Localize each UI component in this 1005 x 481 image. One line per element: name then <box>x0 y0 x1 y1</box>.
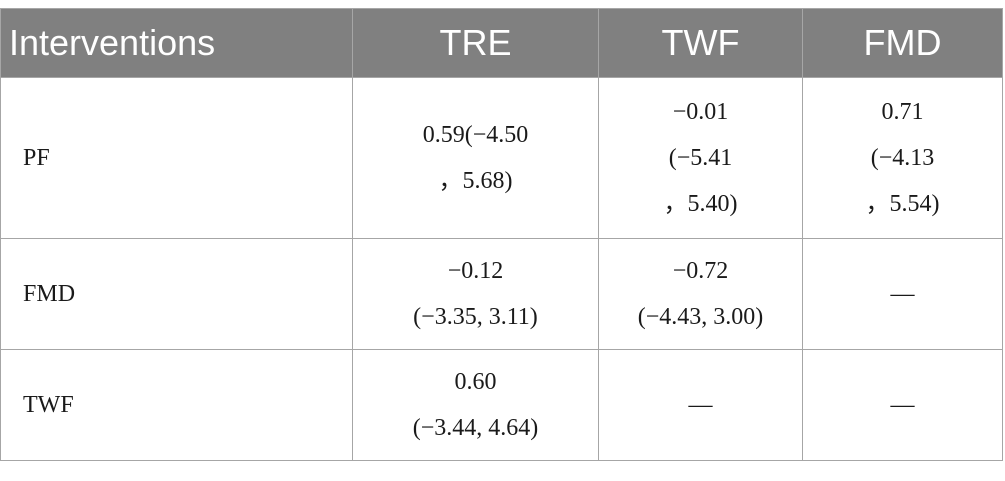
cell-line: ，5.54) <box>865 191 940 217</box>
cell-line: (−5.41 <box>668 145 733 171</box>
table-row: FMD −0.12 (−3.35, 3.11) −0.72 (−4.43, 3.… <box>0 238 1003 350</box>
cell-pf-fmd: 0.71 (−4.13 ，5.54) <box>802 77 1003 239</box>
cell-line: 0.60 <box>454 369 497 395</box>
column-header-twf: TWF <box>598 8 803 78</box>
cell-line: ，5.68) <box>438 168 513 194</box>
column-header-interventions: Interventions <box>0 8 353 78</box>
cell-line: 0.71 <box>881 99 924 125</box>
column-header-tre: TRE <box>352 8 599 78</box>
cell-pf-tre: 0.59(−4.50 ，5.68) <box>352 77 599 239</box>
cell-line: ，5.40) <box>663 191 738 217</box>
table-row: PF 0.59(−4.50 ，5.68) −0.01 (−5.41 ，5.40)… <box>0 77 1003 239</box>
cell-line: (−4.43, 3.00) <box>637 304 764 330</box>
row-label-twf: TWF <box>0 349 353 461</box>
cell-line: (−3.35, 3.11) <box>413 304 538 330</box>
row-label-pf: PF <box>0 77 353 239</box>
row-label-fmd: FMD <box>0 238 353 350</box>
cell-fmd-tre: −0.12 (−3.35, 3.11) <box>352 238 599 350</box>
league-table: Interventions TRE TWF FMD PF 0.59(−4.50 … <box>0 8 1003 461</box>
cell-line: — <box>688 392 713 418</box>
table-row: TWF 0.60 (−3.44, 4.64) — — <box>0 349 1003 461</box>
header-row: Interventions TRE TWF FMD <box>0 8 1003 78</box>
cell-line: 0.59(−4.50 <box>422 122 529 148</box>
cell-line: — <box>890 281 915 307</box>
column-header-fmd: FMD <box>802 8 1003 78</box>
cell-line: −0.01 <box>672 99 729 125</box>
cell-fmd-twf: −0.72 (−4.43, 3.00) <box>598 238 803 350</box>
cell-line: −0.72 <box>672 258 729 284</box>
cell-line: (−3.44, 4.64) <box>412 415 539 441</box>
cell-twf-twf: — <box>598 349 803 461</box>
cell-pf-twf: −0.01 (−5.41 ，5.40) <box>598 77 803 239</box>
cell-line: (−4.13 <box>870 145 935 171</box>
cell-line: −0.12 <box>447 258 504 284</box>
cell-line: — <box>890 392 915 418</box>
cell-fmd-fmd: — <box>802 238 1003 350</box>
cell-twf-tre: 0.60 (−3.44, 4.64) <box>352 349 599 461</box>
cell-twf-fmd: — <box>802 349 1003 461</box>
